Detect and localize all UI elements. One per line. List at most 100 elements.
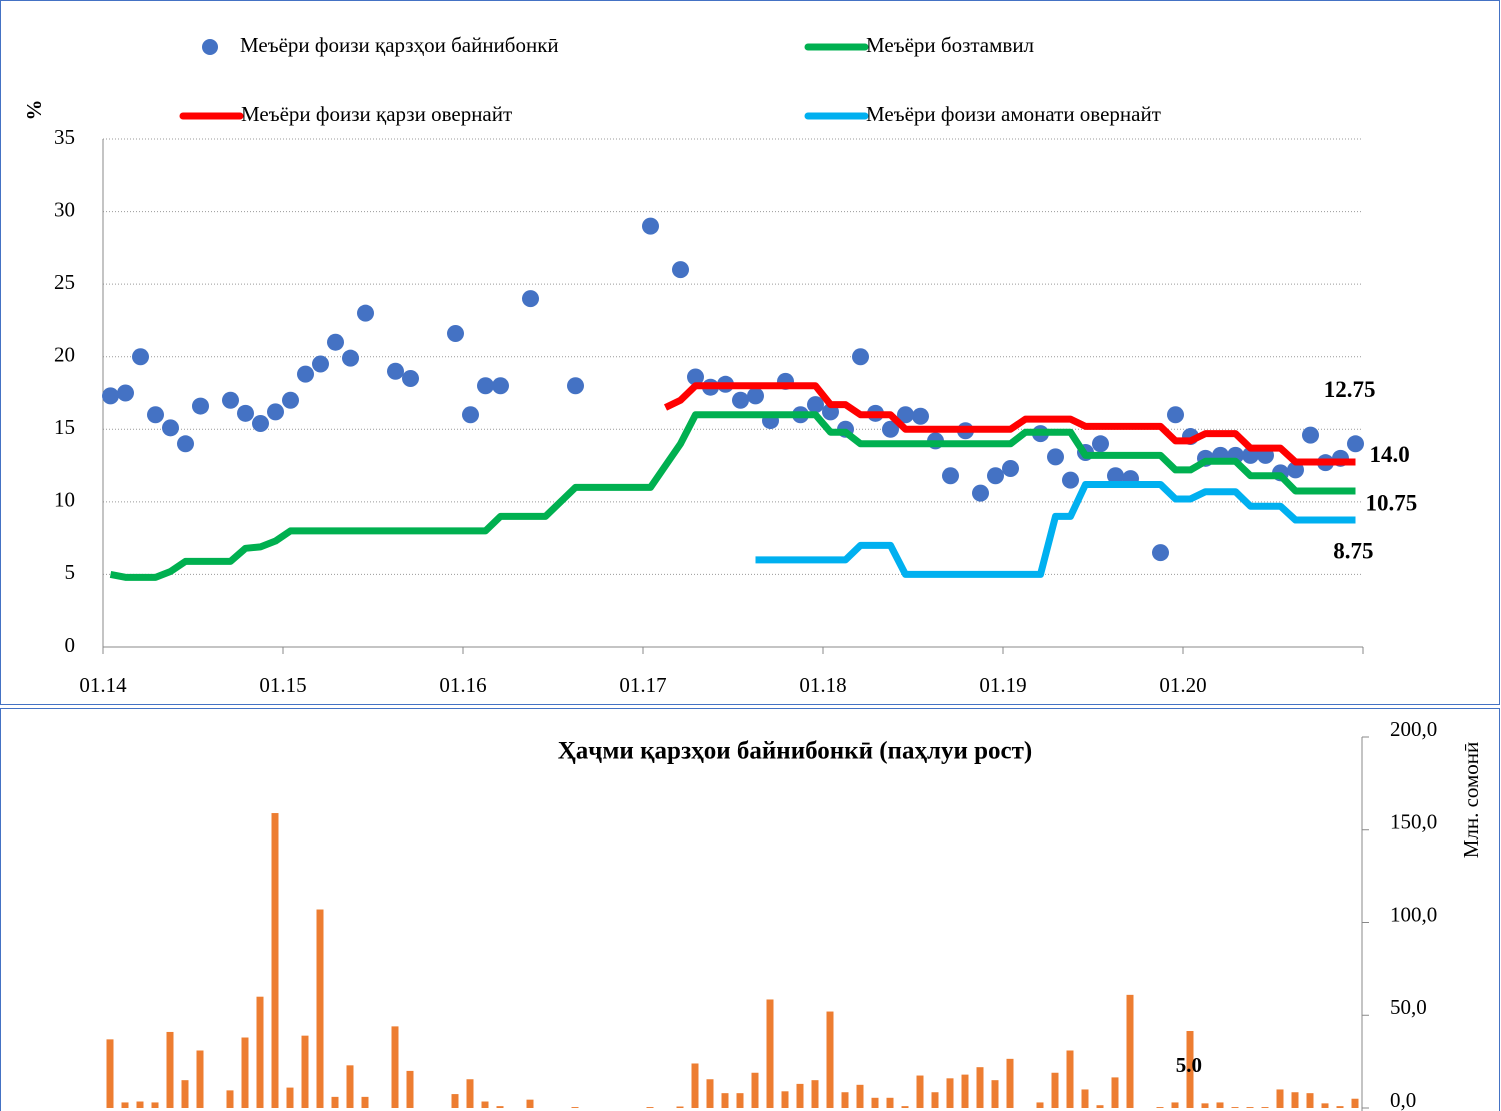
bar [451,1094,459,1108]
bar [151,1102,159,1108]
bar [931,1092,939,1108]
x-tick-label: 01.17 [619,673,666,697]
bar [241,1037,249,1108]
scatter-point [1347,435,1364,453]
scatter-point [492,377,509,395]
scatter-point [567,377,584,395]
bar [136,1101,144,1108]
bar [121,1102,129,1108]
bar [226,1090,234,1108]
bar [496,1106,504,1108]
bar [1006,1058,1014,1108]
bar [1171,1102,1179,1108]
bar [781,1091,789,1108]
bar [1351,1098,1359,1108]
scatter-point [387,362,404,380]
scatter-point [252,414,269,432]
scatter-point [672,261,689,279]
scatter-point [462,406,479,424]
bar [961,1074,969,1108]
bar [1306,1093,1314,1108]
data-label: 10.75 [1366,490,1418,515]
bar-title: Ҳаҷми қарзҳои байнибонкӣ (паҳлуи рост) [558,738,1033,765]
x-tick-label: 01.19 [979,673,1026,697]
bar [1231,1107,1239,1108]
bar [871,1097,879,1108]
scatter-point [327,333,344,351]
top-frame [0,0,1500,705]
y2-tick-label: 50,0 [1390,995,1427,1019]
bar [466,1079,474,1108]
bar [106,1039,114,1108]
scatter-point [687,368,704,386]
data-label: 5.0 [1176,1053,1202,1077]
scatter-point [1047,448,1064,466]
bar [256,996,264,1108]
bar [1066,1050,1074,1108]
y2-tick-label: 100,0 [1390,902,1437,926]
scatter-point [1062,471,1079,489]
bar [1081,1089,1089,1108]
y2-tick-label: 150,0 [1390,810,1437,834]
bar [301,1035,309,1108]
scatter-point [237,404,254,422]
bar [526,1099,534,1108]
y-tick-label: 35 [54,125,75,149]
bar [181,1080,189,1108]
legend-label: Меъёри фоизи қарзи овернайт [241,102,512,126]
scatter-point [162,419,179,437]
scatter-point [102,387,119,405]
x-tick-label: 01.20 [1159,673,1206,697]
scatter-point [222,391,239,409]
scatter-point [117,384,134,402]
bar [331,1096,339,1108]
bar [361,1096,369,1108]
bar [1321,1103,1329,1108]
bar [1186,1031,1194,1108]
bar [1291,1092,1299,1108]
data-label: 8.75 [1333,538,1373,563]
bar [1261,1107,1269,1108]
y-tick-label: 15 [54,415,75,439]
bar [391,1026,399,1108]
y-tick-label: 20 [54,343,75,367]
bar [286,1087,294,1108]
scatter-point [987,467,1004,485]
bar [1216,1102,1224,1108]
bar [481,1101,489,1108]
y2-axis-title: Млн. сомонӣ [1459,742,1483,859]
y-tick-label: 25 [54,270,75,294]
scatter-point [297,365,314,383]
legend-label: Меъёри бозтамвил [866,33,1034,57]
y2-tick-label: 200,0 [1390,717,1437,741]
bar [316,909,324,1108]
y-tick-label: 0 [65,633,76,657]
scatter-point [357,304,374,322]
bar [736,1093,744,1108]
scatter-point [402,369,419,387]
scatter-point [192,397,209,415]
bar [271,813,279,1108]
x-tick-label: 01.14 [79,673,127,697]
bar [646,1107,654,1108]
y-tick-label: 5 [65,560,76,584]
bar [1336,1106,1344,1108]
legend-marker [202,39,218,55]
scatter-point [1107,467,1124,485]
bar [346,1065,354,1108]
bar [406,1070,414,1108]
scatter-point [267,403,284,421]
scatter-point [312,355,329,373]
scatter-point [1092,435,1109,453]
scatter-point [1152,544,1169,562]
bar [706,1079,714,1108]
y2-tick-label: 0,0 [1390,1088,1416,1111]
bar [886,1097,894,1108]
scatter-point [747,387,764,405]
bar [976,1067,984,1108]
scatter-point [282,391,299,409]
legend-label: Меъёри фоизи қарзҳои байнибонкӣ [240,33,559,57]
bar [571,1107,579,1108]
bar [1096,1105,1104,1108]
